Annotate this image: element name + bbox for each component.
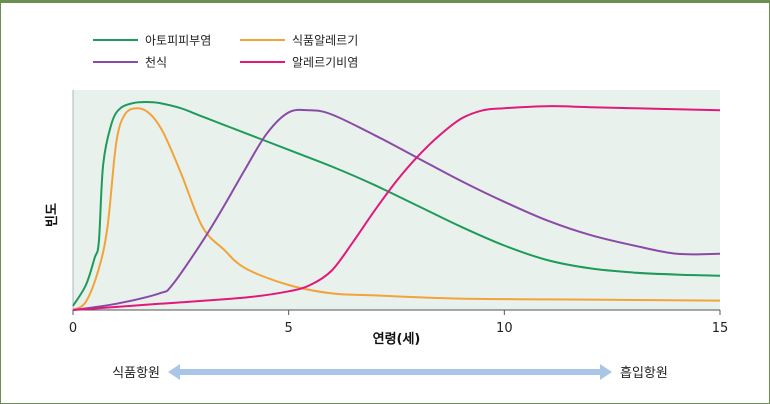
series-line-1 — [72, 101, 721, 307]
y-axis-label: 빈도 — [44, 203, 60, 227]
x-axis-label: 연령(세) — [373, 332, 421, 347]
antigen-arrow: 식품항원 흡입항원 — [112, 364, 668, 381]
x-tick-marks — [72, 310, 721, 315]
x-tick-labels: 0 5 10 15 — [69, 321, 728, 336]
series-line-4 — [72, 105, 721, 311]
plot-area — [73, 90, 720, 310]
series-line-2 — [72, 107, 721, 311]
series-lines — [72, 101, 721, 311]
legend-label: 아토피피부염 — [145, 34, 211, 48]
arrow-shape — [168, 364, 612, 380]
arrow-left-label: 식품항원 — [112, 366, 160, 381]
x-tick-label: 15 — [712, 321, 729, 336]
x-tick-label: 10 — [496, 321, 513, 336]
arrow-right-label: 흡입항원 — [620, 366, 668, 381]
series-line-3 — [72, 108, 721, 311]
x-tick-label: 5 — [285, 321, 293, 336]
legend-label: 식품알레르기 — [292, 34, 358, 48]
legend-label: 천식 — [145, 55, 167, 70]
x-tick-label: 0 — [69, 321, 77, 336]
legend-label: 알레르기비염 — [292, 56, 358, 70]
